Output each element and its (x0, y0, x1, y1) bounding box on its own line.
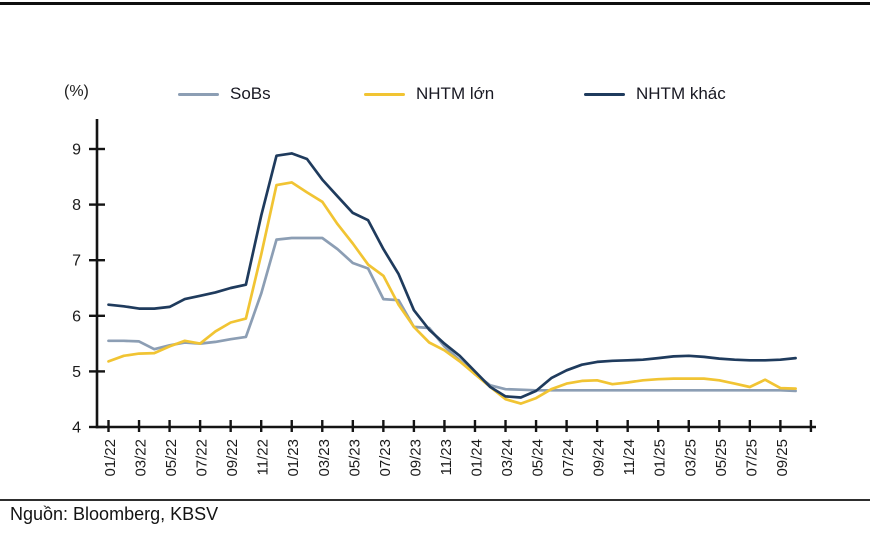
legend-line-swatch-nhtm-khac (584, 92, 625, 96)
svg-text:05/25: 05/25 (713, 439, 730, 477)
svg-text:01/24: 01/24 (468, 439, 485, 477)
svg-text:11/22: 11/22 (255, 439, 272, 475)
legend-line-swatch-sobs (178, 92, 219, 96)
source-divider-rule (0, 499, 870, 501)
svg-text:5: 5 (72, 364, 81, 381)
svg-text:9: 9 (72, 142, 81, 159)
legend-item-sobs: SoBs (178, 84, 271, 104)
y-axis-unit-label: (%) (64, 83, 89, 100)
legend-item-nhtm-khac: NHTM khác (584, 84, 726, 104)
svg-text:07/25: 07/25 (743, 439, 760, 477)
svg-text:01/22: 01/22 (102, 439, 119, 477)
svg-text:07/22: 07/22 (194, 439, 211, 477)
svg-text:11/23: 11/23 (438, 439, 455, 475)
svg-text:09/25: 09/25 (774, 439, 791, 477)
svg-text:09/23: 09/23 (407, 439, 424, 477)
legend-label-nhtm-lon: NHTM lớn (416, 84, 495, 103)
svg-text:09/22: 09/22 (224, 439, 241, 477)
svg-text:7: 7 (72, 253, 81, 270)
svg-text:03/25: 03/25 (682, 439, 699, 477)
svg-text:07/23: 07/23 (377, 439, 394, 477)
svg-text:01/25: 01/25 (652, 439, 669, 477)
svg-text:6: 6 (72, 308, 81, 325)
legend-label-sobs: SoBs (230, 84, 271, 103)
svg-text:03/24: 03/24 (499, 439, 516, 477)
svg-text:09/24: 09/24 (591, 439, 608, 477)
top-divider-rule (0, 2, 870, 5)
svg-text:05/24: 05/24 (530, 439, 547, 477)
svg-text:03/22: 03/22 (133, 439, 150, 477)
svg-text:07/24: 07/24 (560, 439, 577, 477)
svg-text:8: 8 (72, 197, 81, 214)
legend-label-nhtm-khac: NHTM khác (636, 84, 726, 103)
svg-text:05/23: 05/23 (346, 439, 363, 477)
svg-text:05/22: 05/22 (163, 439, 180, 477)
svg-text:4: 4 (72, 420, 81, 437)
svg-text:11/24: 11/24 (621, 439, 638, 475)
source-label: Nguồn: Bloomberg, KBSV (10, 504, 219, 524)
svg-text:03/23: 03/23 (316, 439, 333, 477)
legend-item-nhtm-lon: NHTM lớn (364, 84, 494, 104)
legend-line-swatch-nhtm-lon (364, 92, 405, 96)
svg-text:01/23: 01/23 (285, 439, 302, 477)
